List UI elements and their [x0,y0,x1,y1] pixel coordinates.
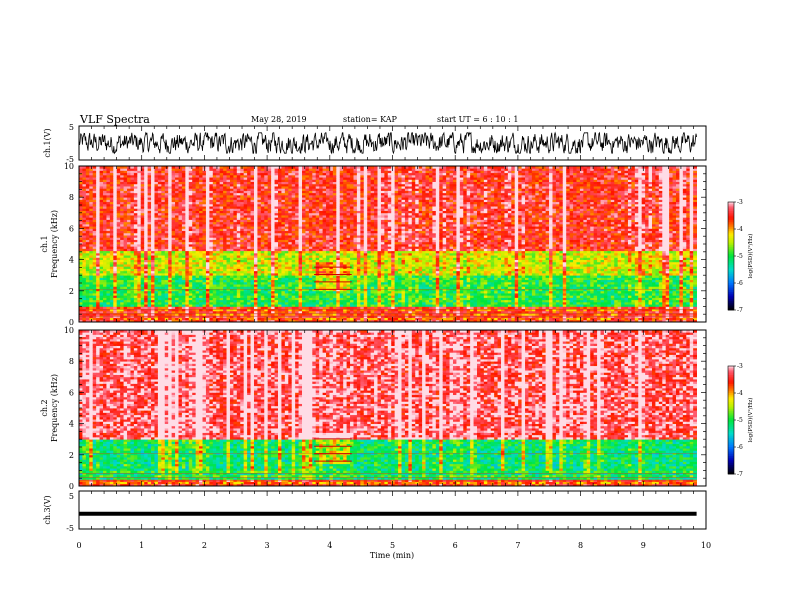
figure-title: VLF Spectra [79,113,150,126]
header-date: May 28, 2019 [251,115,307,124]
ch1-ytick-top: 5 [69,123,74,132]
header-start-time: start UT = 6 : 10 : 1 [437,115,518,124]
header-station: station= KAP [343,115,398,124]
ch1-waveform-panel: 5 -5 ch.1(V) [43,123,706,164]
ch1-waveform-ylabel: ch.1(V) [43,128,52,157]
ch1-spectrogram-image [79,166,697,322]
